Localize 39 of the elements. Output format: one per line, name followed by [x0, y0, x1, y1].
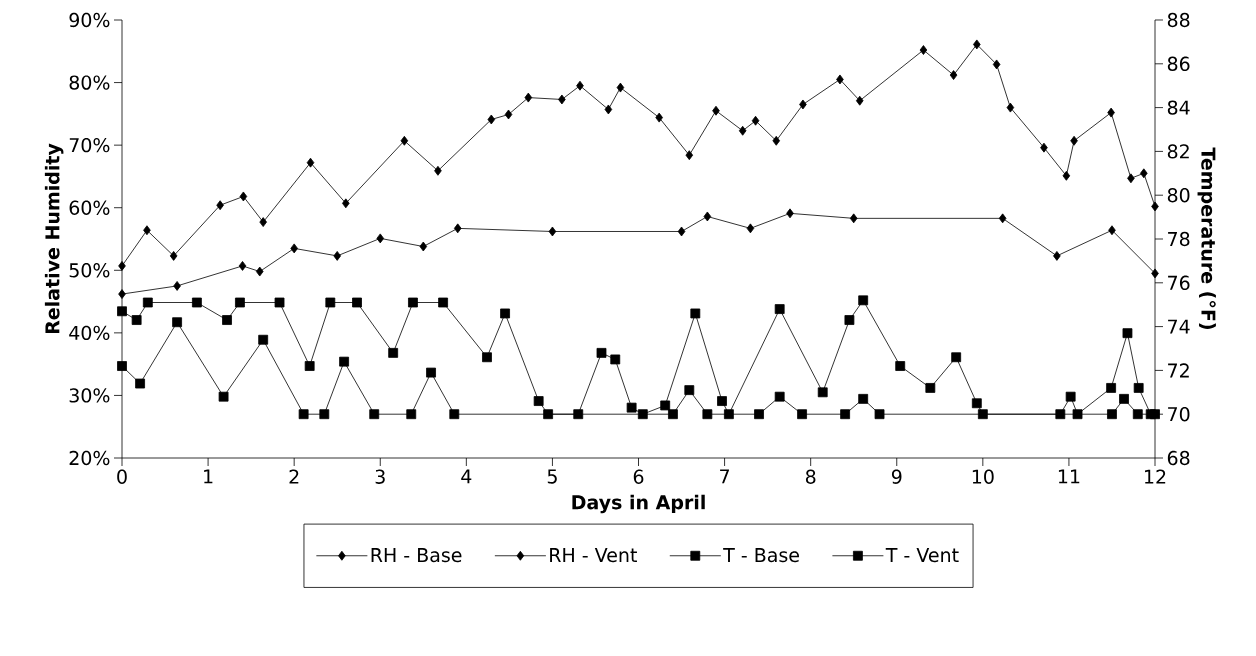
x-tick-label: 6 — [633, 469, 644, 484]
y-tick-label: 80% — [69, 75, 110, 90]
y2-tick-label: 68 — [1167, 450, 1190, 466]
y-tick-label: 20% — [69, 450, 110, 466]
x-tick-label: 12 — [1145, 469, 1166, 484]
y-tick-label: 70% — [69, 137, 110, 153]
y-tick-label: 40% — [69, 325, 110, 341]
legend-label: T - Vent — [885, 548, 959, 563]
y2-tick-label: 80 — [1167, 188, 1190, 203]
legend-label: T - Base — [723, 548, 799, 563]
x-tick-label: 3 — [375, 469, 385, 484]
x-tick-label: 8 — [805, 469, 816, 484]
x-tick-label: 10 — [972, 469, 994, 484]
x-tick-label: 11 — [1058, 469, 1080, 484]
y-tick-label: 90% — [69, 12, 110, 28]
y2-tick-label: 88 — [1167, 12, 1190, 28]
x-tick-label: 0 — [117, 469, 127, 484]
x-axis-title: Days in April — [572, 494, 705, 514]
y2-tick-label: 76 — [1168, 275, 1190, 290]
y2-tick-label: 78 — [1168, 231, 1190, 247]
y-tick-label: 50% — [69, 263, 110, 278]
legend-label: RH - Vent — [550, 548, 637, 563]
x-tick-label: 9 — [891, 469, 902, 484]
x-tick-label: 7 — [720, 469, 730, 484]
x-tick-label: 5 — [547, 469, 557, 484]
legend-label: RH - Base — [371, 548, 462, 563]
y2-tick-label: 82 — [1167, 144, 1189, 159]
y2-tick-label: 70 — [1168, 407, 1190, 422]
y2-tick-label: 72 — [1168, 363, 1189, 378]
y-axis-title: Relative Humidity — [44, 143, 64, 334]
x-tick-label: 1 — [204, 469, 213, 484]
x-tick-label: 2 — [289, 469, 299, 484]
y2-tick-label: 84 — [1167, 100, 1190, 115]
y2-tick-label: 74 — [1168, 319, 1190, 334]
y-tick-label: 60% — [69, 200, 110, 215]
y2-axis-title: Temperature (°F) — [1197, 147, 1216, 329]
y2-tick-label: 86 — [1167, 56, 1190, 71]
y-tick-label: 30% — [69, 388, 110, 403]
x-tick-label: 4 — [461, 469, 472, 484]
